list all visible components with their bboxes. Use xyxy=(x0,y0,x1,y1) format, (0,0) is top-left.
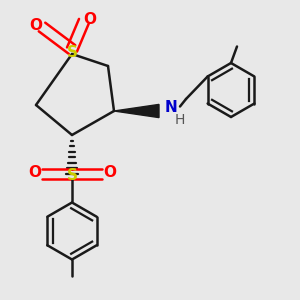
Polygon shape xyxy=(114,104,159,118)
Text: O: O xyxy=(29,18,43,33)
Text: S: S xyxy=(67,168,77,183)
Text: O: O xyxy=(103,165,116,180)
Text: N: N xyxy=(165,100,177,116)
Text: S: S xyxy=(67,45,77,60)
Text: O: O xyxy=(28,165,41,180)
Text: O: O xyxy=(83,12,97,27)
Text: H: H xyxy=(175,113,185,127)
